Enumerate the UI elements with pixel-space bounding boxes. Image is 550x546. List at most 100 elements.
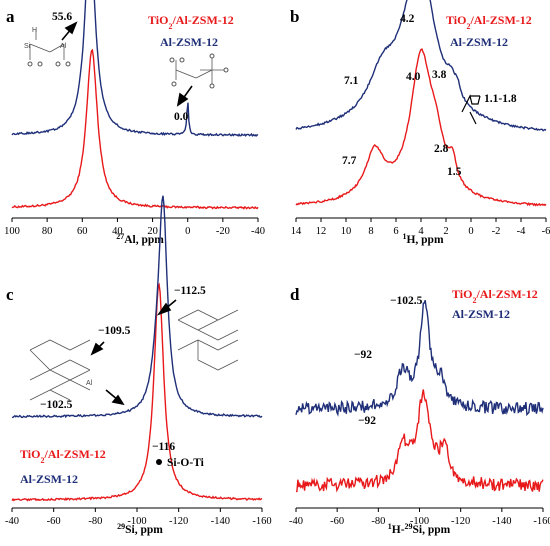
panel-d-tick-label: -60	[330, 516, 344, 527]
panel-a-series-tio2-al-zsm-12	[11, 48, 259, 210]
panel-a-peak-label-0-0: 0.0	[174, 111, 189, 123]
panel-d-tick-label: -40	[289, 516, 303, 527]
panel-c-tick-label: -40	[5, 516, 19, 527]
panel-d-curves	[295, 299, 544, 493]
panel-c-atom-al: Al	[86, 380, 93, 387]
panel-letter-d: d	[290, 285, 300, 304]
panel-letter-b: b	[290, 7, 299, 26]
panel-b-legend-red: TiO2/Al-ZSM-12	[446, 13, 532, 31]
panel-c-x-axis: -40 -60 -80 -100 -120 -140 -160	[5, 507, 272, 527]
panel-b-curves	[295, 0, 547, 207]
panel-d-legend-blue: Al-ZSM-12	[452, 307, 510, 321]
panel-a-al-tetrahedral-structure-icon: H Si Al	[24, 27, 71, 67]
panel-d-tick-label: -140	[492, 516, 511, 527]
panel-a-arrows	[61, 21, 193, 107]
panel-c-tick-label: -60	[47, 516, 61, 527]
panel-a-atom-si: Si	[24, 43, 31, 50]
panel-c-tick-label: -100	[127, 516, 146, 527]
panel-d-label-92-blue: −92	[354, 349, 372, 361]
panel-a-chart: 100 80 60 40 20 0 -20 -40 27Al, ppm TiO2/Al-ZSM…	[4, 0, 265, 246]
panel-a-tick-label: 60	[77, 226, 88, 237]
panel-a-tick-label: -40	[251, 226, 265, 237]
panel-b-label-7-1: 7.1	[344, 75, 359, 87]
panel-a-legend-blue: Al-ZSM-12	[160, 35, 218, 49]
panel-a-xlabel: 27Al, ppm	[116, 232, 164, 247]
panel-b-xlabel: 1H, ppm	[402, 232, 443, 247]
panel-c-label-si-o-ti: Si-O-Ti	[167, 457, 205, 469]
panel-d-legend-red: TiO2/Al-ZSM-12	[452, 287, 538, 305]
panel-a-tick-label: -20	[216, 226, 230, 237]
panel-b-series-tio2-al-zsm-12	[295, 48, 547, 207]
panel-d-series-tio2-al-zsm-12	[295, 389, 544, 493]
panel-a-tick-label: 80	[42, 226, 53, 237]
panel-a-tick-label: 40	[112, 226, 123, 237]
panel-c-label-102-5: −102.5	[40, 399, 73, 411]
panel-b-tick-label: 4	[418, 226, 424, 237]
panel-c-zeolite-framework-left-icon: Al	[29, 339, 93, 401]
panel-d-chart: -40 -60 -80 -100 -120 -140 -160 1H-29Si, ppm T…	[289, 287, 550, 536]
panel-c-tick-label: -120	[169, 516, 188, 527]
panel-b-label-2-8: 2.8	[434, 143, 449, 155]
panel-c-si-o-ti-marker	[156, 459, 162, 465]
panel-b-x-axis: 14 12 10 8 6 4 2 0 -2 -4 -6	[291, 217, 550, 237]
panel-b-tick-label: -6	[542, 226, 550, 237]
panel-c-arrows	[90, 299, 177, 406]
panel-c-legend-blue: Al-ZSM-12	[20, 472, 78, 486]
panel-b-tick-label: 2	[443, 226, 448, 237]
panel-a-peak-label-55-6: 55.6	[52, 11, 72, 23]
panel-b-tick-label: 8	[368, 226, 373, 237]
panel-b-tick-label: 12	[316, 226, 327, 237]
panel-d-tick-label: -100	[410, 516, 429, 527]
panel-c-tick-label: -80	[88, 516, 102, 527]
panel-b-bracket	[461, 94, 481, 125]
panel-b-label-4-0: 4.0	[406, 71, 421, 83]
panel-c-chart: -40 -60 -80 -100 -120 -140 -160 29Si, ppm TiO2…	[5, 195, 272, 537]
panel-c-label-112-5: −112.5	[174, 285, 206, 297]
panel-d-label-102-5: −102.5	[390, 295, 423, 307]
panel-a-curves	[11, 0, 259, 210]
panel-d-x-axis: -40 -60 -80 -100 -120 -140 -160	[289, 507, 550, 527]
panel-b-label-1-5: 1.5	[447, 166, 462, 178]
panel-c-zeolite-framework-right-icon	[177, 309, 239, 371]
panel-d-label-92-red: −92	[358, 415, 376, 427]
panel-b-tick-label: 0	[468, 226, 473, 237]
panel-letter-c: c	[6, 285, 14, 304]
panel-c-label-109-5: −109.5	[98, 325, 131, 337]
panel-a-atom-al: Al	[60, 43, 67, 50]
panel-d-tick-label: -160	[533, 516, 550, 527]
panel-c-series-tio2-al-zsm-12	[11, 282, 263, 502]
panel-b-tick-label: 6	[393, 226, 398, 237]
panel-b-legend-blue: Al-ZSM-12	[450, 35, 508, 49]
panel-b-tick-label: 10	[341, 226, 352, 237]
panel-d-tick-label: -80	[371, 516, 385, 527]
panel-b-label-1-1-1-8: 1.1-1.8	[484, 93, 517, 105]
panel-b-tick-label: -4	[517, 226, 526, 237]
panel-c-label-116: −116	[152, 441, 175, 453]
panel-d-tick-label: -120	[451, 516, 470, 527]
panel-a-legend-red: TiO2/Al-ZSM-12	[148, 13, 234, 31]
panel-b-label-7-7: 7.7	[342, 155, 357, 167]
panel-a-series-al-zsm-12	[11, 0, 259, 138]
panel-a-tick-label: 0	[185, 226, 190, 237]
panel-c-tick-label: -160	[252, 516, 271, 527]
panel-b-tick-label: -2	[492, 226, 501, 237]
panel-a-atom-h: H	[32, 27, 37, 34]
panel-b-series-al-zsm-12	[295, 0, 547, 132]
panel-a-tick-label: 20	[147, 226, 158, 237]
panel-d-series-al-zsm-12	[295, 299, 544, 417]
panel-letter-a: a	[6, 7, 15, 26]
panel-b-label-3-8: 3.8	[432, 69, 447, 81]
panel-b-tick-label: 14	[291, 226, 302, 237]
panel-c-series-al-zsm-12	[11, 195, 263, 419]
panel-b-chart: 14 12 10 8 6 4 2 0 -2 -4 -6 1H, ppm TiO2/Al-ZSM-12…	[291, 0, 550, 246]
panel-c-xlabel: 29Si, ppm	[117, 522, 163, 537]
panel-a-tick-label: 100	[4, 226, 20, 237]
panel-a-x-axis: 100 80 60 40 20 0 -20 -40	[4, 217, 265, 237]
panel-c-curves	[11, 195, 263, 502]
panel-b-label-4-2: 4.2	[400, 13, 415, 25]
panel-a-al-octahedral-structure-icon	[169, 53, 229, 89]
panel-c-legend-red: TiO2/Al-ZSM-12	[20, 447, 106, 465]
panel-c-tick-label: -140	[211, 516, 230, 527]
panel-d-xlabel: 1H-29Si, ppm	[388, 522, 451, 537]
